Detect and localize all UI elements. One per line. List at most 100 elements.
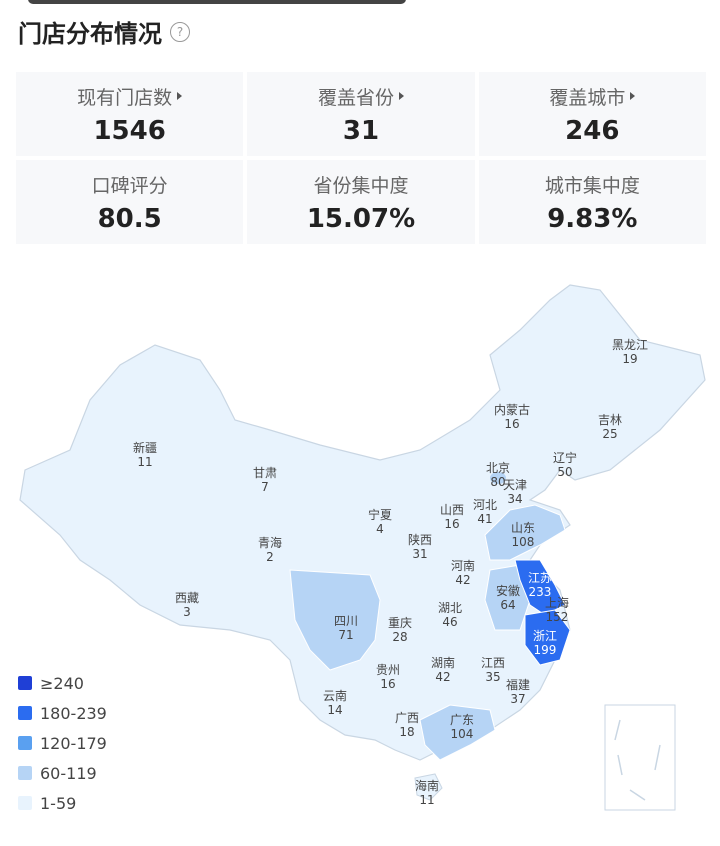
province-label[interactable]: 西藏 3 xyxy=(175,591,199,619)
stat-card[interactable]: 覆盖省份 31 xyxy=(247,72,475,156)
province-name: 浙江 xyxy=(532,629,558,643)
province-name: 河南 xyxy=(450,559,476,573)
province-value: 50 xyxy=(557,465,573,479)
province-name: 安徽 xyxy=(495,584,521,598)
province-value: 16 xyxy=(380,677,396,691)
province-label[interactable]: 新疆 11 xyxy=(133,441,157,469)
stat-label: 现有门店数 xyxy=(77,83,183,110)
province-label[interactable]: 广西 18 xyxy=(395,711,419,739)
top-bar xyxy=(28,0,406,4)
province-value: 11 xyxy=(137,455,153,469)
stat-label-text: 覆盖城市 xyxy=(549,86,626,109)
shandong-shape xyxy=(484,504,566,561)
province-name: 北京 xyxy=(485,461,511,475)
province-label[interactable]: 辽宁 50 xyxy=(553,451,577,479)
province-label[interactable]: 河北 41 xyxy=(473,498,497,526)
stat-card: 城市集中度 9.83% xyxy=(478,160,706,244)
province-label[interactable]: 云南 14 xyxy=(323,689,347,717)
province-label[interactable]: 青海 2 xyxy=(258,536,282,564)
province-name: 河北 xyxy=(472,498,498,512)
province-label[interactable]: 河南 42 xyxy=(451,559,475,587)
province-value: 42 xyxy=(435,670,451,684)
stat-label: 覆盖城市 xyxy=(549,83,636,110)
province-name: 山西 xyxy=(439,503,465,517)
map-legend: ≥240 180-239 120-179 60-119 1-59 xyxy=(18,668,107,818)
guangdong-shape xyxy=(419,704,496,761)
legend-label: ≥240 xyxy=(40,673,84,693)
legend-item[interactable]: 60-119 xyxy=(18,758,107,788)
province-label[interactable]: 湖北 46 xyxy=(438,601,462,629)
province-label[interactable]: 北京 80 xyxy=(486,461,510,489)
province-name: 海南 xyxy=(414,779,440,793)
stat-value: 9.83% xyxy=(547,203,638,234)
province-label[interactable]: 山西 16 xyxy=(440,503,464,531)
province-name: 江苏 xyxy=(527,571,553,585)
province-name: 黑龙江 xyxy=(611,338,649,352)
province-label[interactable]: 陕西 31 xyxy=(408,533,432,561)
province-label[interactable]: 吉林 25 xyxy=(598,413,622,441)
province-name: 山东 xyxy=(510,521,536,535)
stat-label: 省份集中度 xyxy=(313,171,408,198)
province-value: 41 xyxy=(477,512,493,526)
stat-label-text: 覆盖省份 xyxy=(317,86,394,109)
province-label[interactable]: 山东 108 xyxy=(511,521,535,549)
legend-label: 120-179 xyxy=(40,733,107,753)
province-value: 104 xyxy=(450,727,474,741)
legend-item[interactable]: ≥240 xyxy=(18,668,107,698)
province-name: 湖北 xyxy=(437,601,463,615)
stat-card[interactable]: 覆盖城市 246 xyxy=(478,72,706,156)
question-circle-icon[interactable]: ? xyxy=(170,21,190,42)
province-value: 11 xyxy=(419,793,435,807)
province-value: 25 xyxy=(602,427,618,441)
province-name: 辽宁 xyxy=(552,451,578,465)
province-label[interactable]: 四川 71 xyxy=(334,614,358,642)
province-value: 19 xyxy=(622,352,638,366)
province-name: 广东 xyxy=(449,713,475,727)
province-label[interactable]: 安徽 64 xyxy=(496,584,520,612)
legend-swatch xyxy=(18,796,32,810)
province-label[interactable]: 浙江 199 xyxy=(533,629,557,657)
province-value: 80 xyxy=(490,475,506,489)
caret-right-icon[interactable] xyxy=(630,92,636,100)
province-label[interactable]: 黑龙江 19 xyxy=(612,338,648,366)
province-label[interactable]: 重庆 28 xyxy=(388,616,412,644)
province-name: 贵州 xyxy=(375,663,401,677)
stats-grid: 现有门店数 1546 覆盖省份 31 覆盖城市 246 口碑评分 80.5 省份集中度 15.07… xyxy=(16,72,706,244)
stat-card: 口碑评分 80.5 xyxy=(16,160,244,244)
hainan-shape xyxy=(414,773,443,801)
province-value: 37 xyxy=(510,692,526,706)
stat-card: 省份集中度 15.07% xyxy=(247,160,475,244)
province-label[interactable]: 广东 104 xyxy=(450,713,474,741)
page-title: 门店分布情况 xyxy=(18,20,162,48)
province-name: 天津 xyxy=(502,478,528,492)
caret-right-icon[interactable] xyxy=(399,92,404,100)
province-label[interactable]: 海南 11 xyxy=(415,779,439,807)
china-outline xyxy=(19,284,706,761)
province-label[interactable]: 湖南 42 xyxy=(431,656,455,684)
legend-item[interactable]: 180-239 xyxy=(18,698,107,728)
province-name: 青海 xyxy=(257,536,283,550)
legend-item[interactable]: 120-179 xyxy=(18,728,107,758)
province-label[interactable]: 江西 35 xyxy=(481,656,505,684)
province-label[interactable]: 甘肃 7 xyxy=(253,466,277,494)
province-value: 35 xyxy=(485,670,501,684)
province-label[interactable]: 内蒙古 16 xyxy=(494,403,530,431)
stat-label-text: 省份集中度 xyxy=(313,174,409,197)
province-label[interactable]: 江苏 233 xyxy=(528,571,552,599)
province-name: 吉林 xyxy=(597,413,623,427)
province-name: 云南 xyxy=(322,689,348,703)
province-name: 广西 xyxy=(394,711,420,725)
stat-card[interactable]: 现有门店数 1546 xyxy=(16,72,244,156)
legend-item[interactable]: 1-59 xyxy=(18,788,107,818)
legend-label: 1-59 xyxy=(40,793,77,813)
province-label[interactable]: 宁夏 4 xyxy=(368,508,392,536)
province-label[interactable]: 贵州 16 xyxy=(376,663,400,691)
legend-label: 180-239 xyxy=(40,703,107,723)
caret-right-icon[interactable] xyxy=(177,92,183,100)
zhejiang-shape xyxy=(524,609,571,666)
province-label[interactable]: 天津 34 xyxy=(503,478,527,506)
province-label[interactable]: 福建 37 xyxy=(506,678,530,706)
province-value: 4 xyxy=(376,522,384,536)
province-label[interactable]: 上海 152 xyxy=(545,596,569,624)
